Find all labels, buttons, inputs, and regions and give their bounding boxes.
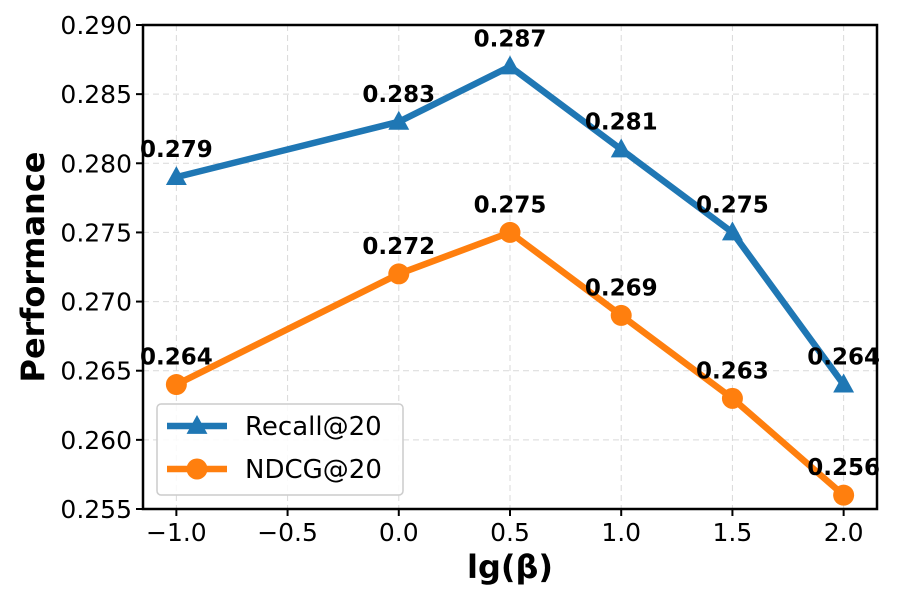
recall-20-point — [610, 138, 632, 158]
recall-20-data-label: 0.281 — [585, 109, 658, 135]
y-tick-label: 0.270 — [60, 288, 132, 317]
x-tick-label: 1.0 — [601, 518, 641, 547]
x-tick-label: −0.5 — [257, 518, 318, 547]
recall-20-data-label: 0.275 — [696, 192, 769, 218]
ndcg-20-point — [388, 263, 410, 285]
legend-ndcg-20-marker — [186, 458, 208, 480]
y-axis-ticks: 0.255 0.260 0.265 0.270 0.275 0.280 0.285 0.290 — [60, 11, 143, 524]
recall-20-data-label: 0.287 — [474, 26, 547, 52]
recall-20-point — [165, 166, 187, 186]
ndcg-20-data-label: 0.263 — [696, 358, 769, 384]
legend: Recall@20 NDCG@20 — [156, 403, 404, 496]
grid-lines — [143, 24, 877, 510]
ndcg-20-data-label: 0.275 — [474, 192, 547, 218]
recall-20-point — [833, 373, 855, 393]
y-tick-label: 0.290 — [60, 11, 132, 40]
ndcg-20-point — [499, 221, 521, 243]
recall-20-point — [499, 55, 521, 75]
x-tick-label: 0.0 — [379, 518, 419, 547]
recall-20-line — [173, 63, 847, 388]
legend-recall-20-marker — [186, 415, 208, 434]
y-axis-title: Performance — [14, 151, 52, 382]
data-labels: 0.279 0.283 0.287 0.281 0.275 0.264 0.264 0.272… — [140, 26, 880, 481]
ndcg-20-data-label: 0.272 — [362, 234, 435, 260]
y-tick-label: 0.280 — [60, 149, 132, 178]
legend-recall-20-label: Recall@20 — [245, 412, 382, 442]
recall-20-data-label: 0.264 — [807, 345, 880, 371]
ndcg-20-line — [173, 229, 847, 499]
series-lines — [173, 63, 847, 499]
recall-20-point — [721, 221, 743, 241]
recall-20-data-label: 0.283 — [362, 82, 435, 108]
y-tick-label: 0.285 — [60, 80, 132, 109]
y-tick-label: 0.255 — [60, 495, 132, 524]
y-tick-label: 0.265 — [60, 357, 132, 386]
series-markers — [165, 55, 855, 506]
ndcg-20-data-label: 0.264 — [140, 345, 213, 371]
ndcg-20-point — [610, 304, 632, 326]
ndcg-20-data-label: 0.269 — [585, 275, 658, 301]
x-tick-label: 0.5 — [490, 518, 530, 547]
x-axis-ticks: −1.0 −0.5 0.0 0.5 1.0 1.5 2.0 — [146, 509, 864, 547]
x-tick-label: 2.0 — [824, 518, 864, 547]
ndcg-20-point — [833, 484, 855, 506]
x-axis-title: lg(β) — [467, 548, 553, 586]
ndcg-20-data-label: 0.256 — [807, 455, 880, 481]
ndcg-20-point — [165, 374, 187, 396]
y-tick-label: 0.260 — [60, 426, 132, 455]
ndcg-20-point — [721, 387, 743, 409]
x-tick-label: 1.5 — [713, 518, 753, 547]
recall-20-point — [388, 110, 410, 130]
y-tick-label: 0.275 — [60, 218, 132, 247]
recall-20-data-label: 0.279 — [140, 137, 213, 163]
x-tick-label: −1.0 — [146, 518, 207, 547]
legend-ndcg-20-label: NDCG@20 — [245, 455, 382, 485]
